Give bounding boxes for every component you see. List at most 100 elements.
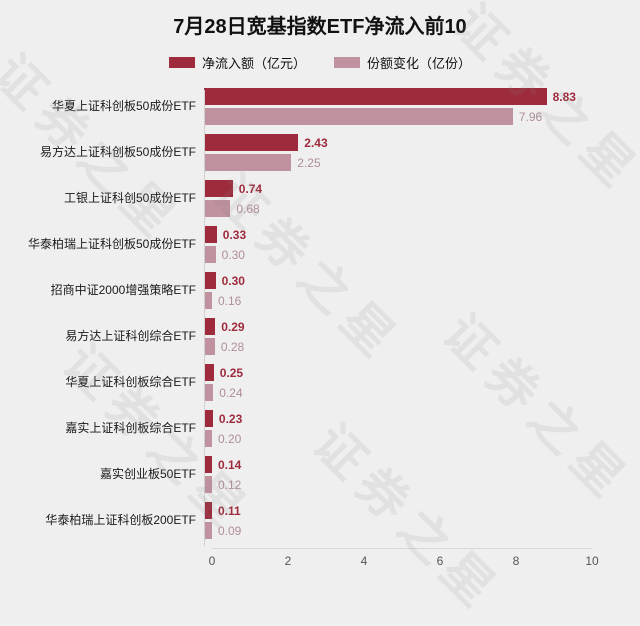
legend-item-netflow: 净流入额（亿元）: [168, 53, 306, 72]
bar-line: 0.09: [204, 522, 592, 539]
x-tick-label: 8: [512, 554, 520, 568]
share-change-bar: [204, 292, 212, 309]
share-change-value-label: 0.20: [218, 431, 242, 446]
chart-row: 工银上证科创50成份ETF 0.74 0.68: [6, 180, 592, 217]
netflow-value-label: 2.43: [304, 135, 328, 150]
bar-line: 2.43: [204, 134, 592, 151]
netflow-value-label: 0.14: [218, 457, 242, 472]
bar-line: 0.24: [204, 384, 592, 401]
netflow-bar: [204, 318, 216, 335]
share-change-value-label: 2.25: [297, 155, 321, 170]
bar-line: 8.83: [204, 88, 592, 105]
share-change-bar: [204, 246, 216, 263]
bar-line: 0.29: [204, 318, 592, 335]
share-change-value-label: 0.09: [218, 523, 242, 538]
x-tick-label: 10: [585, 554, 599, 568]
share-change-value-label: 0.16: [218, 293, 242, 308]
bar-line: 0.68: [204, 200, 592, 217]
share-change-bar: [204, 522, 212, 539]
share-change-bar: [204, 338, 215, 355]
category-label: 华泰柏瑞上证科创板50成份ETF: [27, 236, 196, 251]
share-change-value-label: 0.30: [221, 247, 245, 262]
netflow-value-label: 0.74: [238, 181, 263, 196]
chart-row: 嘉实上证科创板综合ETF 0.23 0.20: [6, 410, 592, 447]
x-tick-label: 2: [284, 554, 292, 568]
bar-line: 0.33: [204, 226, 592, 243]
share-change-value-label: 0.24: [219, 385, 243, 400]
share-change-bar: [204, 384, 214, 401]
bar-line: 0.30: [204, 272, 592, 289]
netflow-bar: [204, 410, 213, 427]
chart-row: 招商中证2000增强策略ETF 0.30 0.16: [6, 272, 592, 309]
bar-pair: 8.83 7.96: [204, 88, 592, 125]
netflow-value-label: 0.23: [218, 411, 243, 426]
share-change-value-label: 7.96: [518, 109, 543, 124]
bar-pair: 0.30 0.16: [204, 272, 592, 309]
category-label: 易方达上证科创板50成份ETF: [39, 144, 196, 159]
netflow-value-label: 0.33: [222, 227, 247, 242]
category-label: 招商中证2000增强策略ETF: [50, 282, 196, 297]
bar-pair: 0.74 0.68: [204, 180, 592, 217]
category-label: 嘉实上证科创板综合ETF: [65, 420, 196, 435]
bar-pair: 2.43 2.25: [204, 134, 592, 171]
category-label: 华泰柏瑞上证科创板200ETF: [45, 512, 196, 527]
bar-line: 0.16: [204, 292, 592, 309]
netflow-value-label: 0.30: [221, 273, 245, 288]
share-change-bar: [204, 200, 231, 217]
category-label: 工银上证科创50成份ETF: [63, 190, 196, 205]
x-tick-label: 4: [360, 554, 368, 568]
netflow-legend-swatch: [168, 57, 195, 68]
share-change-value-label: 0.68: [236, 201, 260, 216]
chart-row: 华夏上证科创板综合ETF 0.25 0.24: [6, 364, 592, 401]
netflow-bar: [204, 272, 216, 289]
bar-line: 0.12: [204, 476, 592, 493]
netflow-bar: [204, 502, 212, 519]
netflow-value-label: 8.83: [552, 89, 576, 104]
category-label: 华夏上证科创板50成份ETF: [51, 98, 196, 113]
bar-pair: 0.11 0.09: [204, 502, 592, 539]
bar-line: 7.96: [204, 108, 592, 125]
netflow-bar: [204, 226, 217, 243]
chart-rows: 华夏上证科创板50成份ETF 8.83 7.96 易方达上证科创板50成份ETF 2.4…: [6, 88, 592, 539]
share-change-bar: [204, 154, 292, 171]
bar-line: 0.74: [204, 180, 592, 197]
netflow-bar: [204, 134, 299, 151]
bar-line: 0.23: [204, 410, 592, 427]
bar-line: 0.28: [204, 338, 592, 355]
netflow-value-label: 0.29: [221, 319, 245, 334]
chart-legend: 净流入额（亿元） 份额变化（亿份）: [0, 53, 640, 72]
chart-row: 嘉实创业板50ETF 0.14 0.12: [6, 456, 592, 493]
x-axis: 0 2 4 6 8 10: [208, 548, 599, 570]
x-tick-label: 0: [208, 554, 216, 568]
legend-item-share-change: 份额变化（亿份）: [334, 53, 471, 72]
chart-content: 7月28日宽基指数ETF净流入前10 净流入额（亿元） 份额变化（亿份） 华夏上…: [0, 16, 640, 570]
bar-line: 0.14: [204, 456, 592, 473]
bar-pair: 0.29 0.28: [204, 318, 592, 355]
share-change-legend-swatch: [334, 57, 360, 68]
netflow-bar: [204, 456, 212, 473]
bar-pair: 0.25 0.24: [204, 364, 592, 401]
netflow-value-label: 0.25: [219, 365, 244, 380]
netflow-bar: [204, 180, 233, 197]
bar-pair: 0.14 0.12: [204, 456, 592, 493]
category-label: 嘉实创业板50ETF: [99, 466, 196, 481]
share-change-value-label: 0.28: [220, 339, 245, 354]
category-label: 易方达上证科创综合ETF: [65, 328, 196, 343]
share-change-value-label: 0.12: [218, 477, 242, 492]
chart-row: 华泰柏瑞上证科创板50成份ETF 0.33 0.30: [6, 226, 592, 263]
chart-title: 7月28日宽基指数ETF净流入前10: [173, 16, 467, 38]
bar-line: 0.25: [204, 364, 592, 381]
chart-row: 易方达上证科创板50成份ETF 2.43 2.25: [6, 134, 592, 171]
share-change-bar: [204, 476, 212, 493]
share-change-bar: [204, 108, 513, 125]
x-tick-label: 6: [436, 554, 444, 568]
netflow-value-label: 0.11: [218, 503, 241, 518]
bar-line: 0.30: [204, 246, 592, 263]
category-label: 华夏上证科创板综合ETF: [65, 374, 196, 389]
chart-row: 华泰柏瑞上证科创板200ETF 0.11 0.09: [6, 502, 592, 539]
share-change-bar: [204, 430, 212, 447]
netflow-legend-label: 净流入额（亿元）: [201, 56, 306, 71]
chart-row: 易方达上证科创综合ETF 0.29 0.28: [6, 318, 592, 355]
bar-chart: 华夏上证科创板50成份ETF 8.83 7.96 易方达上证科创板50成份ETF 2.4…: [0, 88, 640, 570]
